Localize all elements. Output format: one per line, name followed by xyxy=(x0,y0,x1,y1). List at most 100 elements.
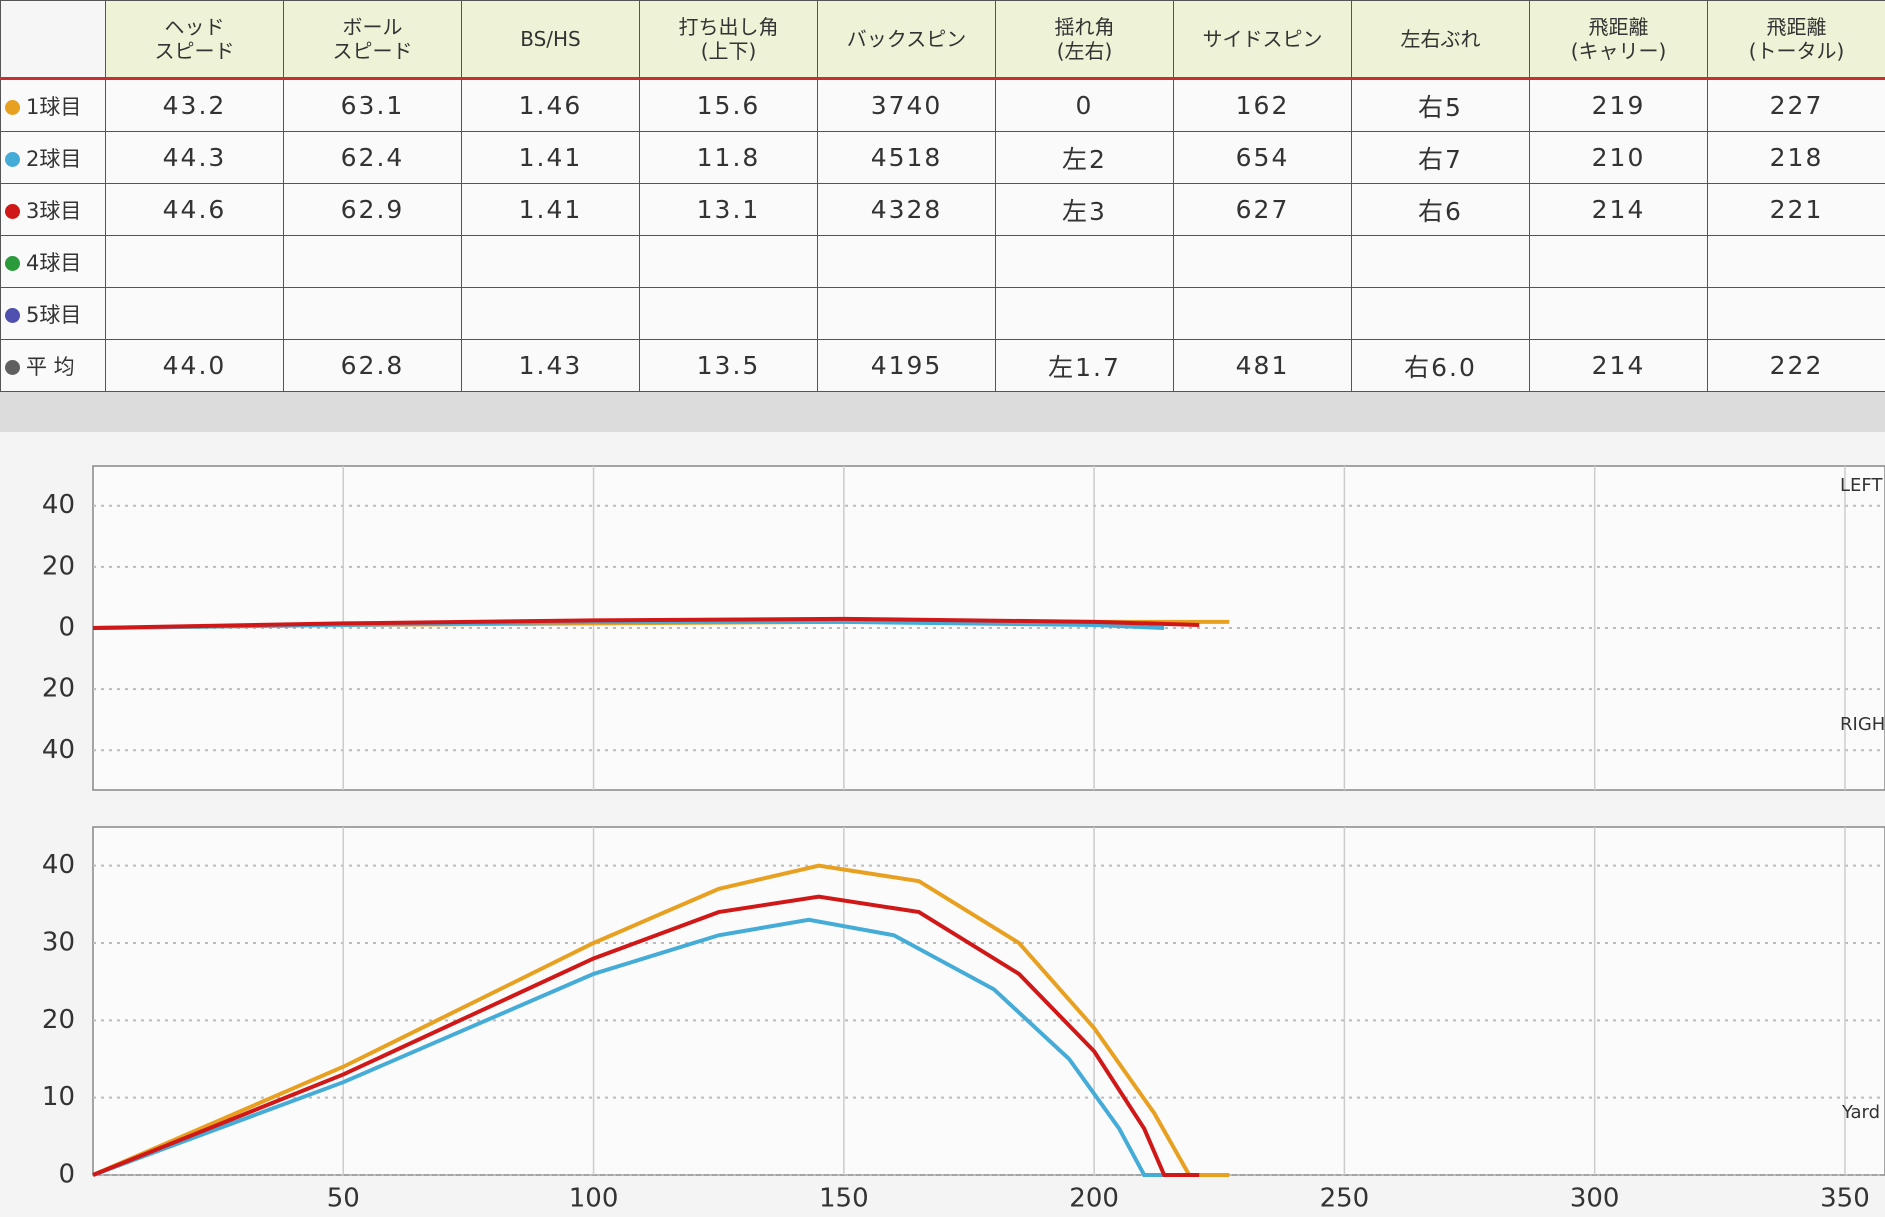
y-tick-label: 40 xyxy=(42,735,75,765)
plot-area xyxy=(92,826,1885,1176)
cell: 214 xyxy=(1529,339,1708,392)
cell: 右6.0 xyxy=(1351,339,1530,392)
row: 5球目 xyxy=(0,287,1885,340)
x-tick-label: 250 xyxy=(1320,1184,1370,1214)
column-header: 飛距離 (トータル) xyxy=(1707,0,1885,80)
cell xyxy=(995,287,1174,340)
column-header: 飛距離 (キャリー) xyxy=(1529,0,1708,80)
separator xyxy=(0,392,1885,432)
row: 2球目 44.3 62.4 1.41 11.8 4518 左2 654 右7 210 218 xyxy=(0,131,1885,184)
cell: 62.4 xyxy=(283,131,462,184)
side-label: LEFT xyxy=(1840,475,1883,496)
row: 平 均 44.0 62.8 1.43 13.5 4195 左1.7 481 右6.0 214 222 xyxy=(0,339,1885,392)
cell xyxy=(995,235,1174,288)
column-header: ヘッド スピード xyxy=(105,0,284,80)
cell xyxy=(283,287,462,340)
x-tick-label: 300 xyxy=(1570,1184,1620,1214)
cell: 11.8 xyxy=(639,131,818,184)
row-label: 4球目 xyxy=(26,250,82,275)
y-tick-label: 0 xyxy=(58,613,75,643)
cell: 1.43 xyxy=(461,339,640,392)
cell: 13.5 xyxy=(639,339,818,392)
trajectory-line xyxy=(92,616,1200,630)
cell: 44.0 xyxy=(105,339,284,392)
cell: 162 xyxy=(1173,78,1352,132)
column-header: サイドスピン xyxy=(1173,0,1352,80)
y-tick-label: 0 xyxy=(58,1160,75,1190)
trajectory-line xyxy=(92,894,1200,1177)
y-tick-label: 20 xyxy=(42,1005,75,1035)
cell: 62.8 xyxy=(283,339,462,392)
row-label: 5球目 xyxy=(26,302,82,327)
cell xyxy=(1707,287,1885,340)
cell xyxy=(1529,235,1708,288)
column-header: 打ち出し角 (上下) xyxy=(639,0,818,80)
cell: 左3 xyxy=(995,183,1174,236)
cell xyxy=(1707,235,1885,288)
side-label: RIGHT xyxy=(1840,714,1885,735)
cell: 左1.7 xyxy=(995,339,1174,392)
cell: 218 xyxy=(1707,131,1885,184)
trajectory-line xyxy=(92,863,1230,1177)
y-tick-label: 10 xyxy=(42,1082,75,1112)
column-header: 左右ぶれ xyxy=(1351,0,1530,80)
cell xyxy=(817,287,996,340)
cell: 左2 xyxy=(995,131,1174,184)
x-axis-label: Yard xyxy=(1841,1102,1880,1123)
row-dot xyxy=(5,152,20,167)
cell: 1.46 xyxy=(461,78,640,132)
cell: 13.1 xyxy=(639,183,818,236)
cell: 219 xyxy=(1529,78,1708,132)
row-label-cell: 平 均 xyxy=(0,339,106,392)
x-tick-label: 350 xyxy=(1820,1184,1870,1214)
y-tick-label: 40 xyxy=(42,850,75,880)
shot-table: ヘッド スピード ボール スピード BS/HS 打ち出し角 (上下) バックスピン 揺れ角… xyxy=(0,0,1885,392)
cell: 15.6 xyxy=(639,78,818,132)
row: 1球目 43.2 63.1 1.46 15.6 3740 0 162 右5 219 227 xyxy=(0,78,1885,132)
x-tick-label: 50 xyxy=(327,1184,360,1214)
y-tick-label: 20 xyxy=(42,551,75,581)
row-label: 3球目 xyxy=(26,198,82,223)
cell xyxy=(1173,287,1352,340)
row-label: 平 均 xyxy=(26,354,75,379)
row-dot xyxy=(5,100,20,115)
cell: 481 xyxy=(1173,339,1352,392)
cell: 214 xyxy=(1529,183,1708,236)
row-label-cell: 4球目 xyxy=(0,235,106,288)
y-tick-label: 40 xyxy=(42,490,75,520)
row-label-cell: 3球目 xyxy=(0,183,106,236)
cell: 654 xyxy=(1173,131,1352,184)
column-header: バックスピン xyxy=(817,0,996,80)
cell: 1.41 xyxy=(461,183,640,236)
header-row: ヘッド スピード ボール スピード BS/HS 打ち出し角 (上下) バックスピン 揺れ角… xyxy=(0,0,1885,80)
y-tick-label: 30 xyxy=(42,928,75,958)
cell: 44.3 xyxy=(105,131,284,184)
row-dot xyxy=(5,308,20,323)
cell: 1.41 xyxy=(461,131,640,184)
cell: 222 xyxy=(1707,339,1885,392)
cell xyxy=(1173,235,1352,288)
cell: 4328 xyxy=(817,183,996,236)
cell: 43.2 xyxy=(105,78,284,132)
x-tick-label: 100 xyxy=(569,1184,619,1214)
row-label: 2球目 xyxy=(26,146,82,171)
cell: 221 xyxy=(1707,183,1885,236)
row-dot xyxy=(5,360,20,375)
x-tick-label: 150 xyxy=(819,1184,869,1214)
cell xyxy=(461,235,640,288)
cell xyxy=(283,235,462,288)
column-header: BS/HS xyxy=(461,0,640,80)
row-dot xyxy=(5,204,20,219)
trajectory-line xyxy=(92,917,1165,1177)
y-tick-label: 20 xyxy=(42,674,75,704)
cell: 4195 xyxy=(817,339,996,392)
cell: 右7 xyxy=(1351,131,1530,184)
cell: 右5 xyxy=(1351,78,1530,132)
x-tick-label: 200 xyxy=(1069,1184,1119,1214)
row-dot xyxy=(5,256,20,271)
cell: 627 xyxy=(1173,183,1352,236)
row: 3球目 44.6 62.9 1.41 13.1 4328 左3 627 右6 214 221 xyxy=(0,183,1885,236)
row: 4球目 xyxy=(0,235,1885,288)
